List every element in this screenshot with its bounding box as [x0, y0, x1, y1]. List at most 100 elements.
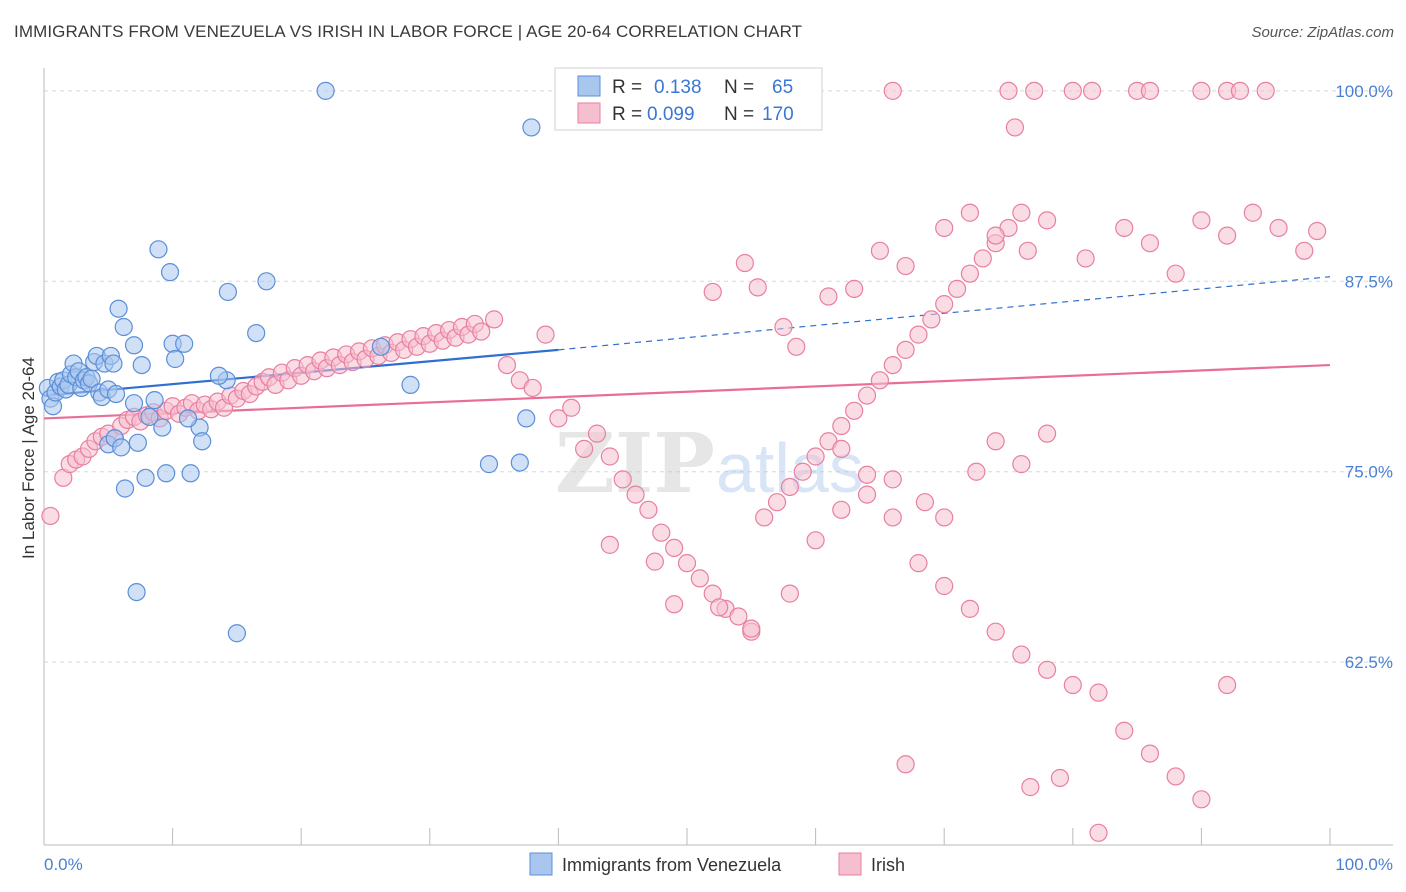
point-irish	[1269, 218, 1288, 238]
point-irish	[935, 576, 954, 596]
point-irish	[742, 619, 761, 638]
point-irish	[780, 584, 799, 603]
point-venezuela	[112, 438, 131, 457]
point-irish	[857, 386, 877, 405]
point-venezuela	[160, 263, 180, 282]
point-irish	[935, 508, 954, 527]
point-venezuela	[157, 464, 176, 483]
point-irish	[922, 310, 941, 329]
point-irish	[1140, 744, 1160, 763]
point-irish	[639, 500, 658, 519]
point-irish	[1308, 221, 1327, 241]
point-irish	[1243, 203, 1262, 222]
point-irish	[1192, 790, 1211, 809]
point-irish	[41, 506, 60, 526]
point-irish	[1140, 81, 1160, 100]
point-irish	[1166, 264, 1185, 283]
point-irish	[1012, 645, 1031, 664]
point-irish	[806, 531, 825, 550]
point-irish	[665, 595, 684, 614]
y-tick-label: 87.5%	[1345, 272, 1393, 291]
point-irish	[710, 598, 729, 617]
point-venezuela	[128, 433, 147, 452]
legend-r-label-irish: R =	[612, 104, 642, 125]
point-irish	[999, 81, 1018, 100]
point-irish	[1050, 768, 1070, 788]
point-irish	[832, 500, 851, 519]
bottom-legend-label-venezuela: Immigrants from Venezuela	[562, 855, 782, 875]
y-tick-label: 100.0%	[1335, 82, 1393, 101]
point-irish	[986, 226, 1005, 245]
point-irish	[986, 622, 1005, 641]
point-irish	[870, 241, 890, 260]
point-venezuela	[227, 624, 246, 643]
point-irish	[1018, 241, 1037, 260]
point-irish	[909, 554, 928, 573]
point-irish	[755, 508, 774, 527]
stats-legend: R = 0.138 N = 65 R = 0.099 N = 170	[554, 67, 823, 131]
point-irish	[735, 253, 754, 273]
point-irish	[780, 477, 799, 497]
point-irish	[703, 282, 722, 302]
point-irish	[1166, 767, 1185, 786]
point-irish	[870, 371, 890, 390]
point-irish	[1021, 778, 1040, 797]
point-venezuela	[522, 118, 541, 137]
point-irish	[1005, 118, 1025, 137]
point-irish	[806, 447, 825, 466]
point-venezuela	[127, 582, 146, 602]
point-irish	[1025, 81, 1044, 100]
point-venezuela	[175, 334, 194, 353]
point-venezuela	[257, 272, 276, 291]
point-irish	[767, 493, 787, 512]
point-irish	[1082, 81, 1102, 100]
point-irish	[857, 465, 877, 484]
chart-title: IMMIGRANTS FROM VENEZUELA VS IRISH IN LA…	[14, 22, 803, 41]
point-irish	[1230, 81, 1250, 100]
point-venezuela	[145, 391, 164, 410]
point-irish	[677, 554, 697, 573]
point-irish	[562, 398, 581, 417]
point-irish	[935, 295, 954, 314]
point-venezuela	[109, 299, 128, 318]
point-venezuela	[136, 468, 155, 487]
point-irish	[485, 310, 504, 329]
legend-r-label-venezuela: R =	[612, 77, 642, 98]
point-irish	[1063, 675, 1082, 695]
axes	[43, 68, 1393, 846]
point-venezuela	[115, 479, 135, 498]
point-irish	[1076, 249, 1095, 268]
point-irish	[774, 317, 793, 337]
legend-n-value-irish: 170	[762, 104, 794, 125]
point-irish	[960, 599, 980, 618]
series-legend: Immigrants from Venezuela Irish	[529, 852, 905, 876]
point-irish	[883, 470, 902, 489]
point-irish	[883, 355, 902, 375]
point-irish	[787, 337, 806, 356]
point-venezuela	[124, 394, 144, 413]
legend-r-value-venezuela: 0.138	[654, 77, 702, 98]
point-irish	[1037, 211, 1057, 230]
point-venezuela	[114, 317, 133, 337]
point-irish	[1063, 81, 1082, 100]
point-irish	[819, 287, 838, 306]
point-irish	[832, 439, 851, 458]
point-venezuela	[153, 418, 172, 437]
point-irish	[690, 569, 709, 588]
y-tick-labels: 62.5% 75.0% 87.5% 100.0%	[1335, 82, 1393, 672]
point-irish	[1115, 721, 1134, 740]
point-venezuela	[218, 282, 237, 302]
point-irish	[832, 416, 851, 436]
x-tick-label-max: 100.0%	[1335, 855, 1393, 874]
point-irish	[845, 401, 864, 420]
point-irish	[793, 462, 812, 481]
bottom-legend-swatch-irish	[838, 852, 862, 876]
point-venezuela	[193, 432, 212, 451]
point-venezuela	[479, 455, 499, 474]
point-irish	[549, 409, 568, 428]
point-irish	[967, 462, 986, 481]
point-venezuela	[140, 407, 159, 426]
legend-n-value-venezuela: 65	[772, 77, 793, 98]
point-irish	[523, 378, 542, 398]
point-venezuela	[316, 81, 335, 100]
